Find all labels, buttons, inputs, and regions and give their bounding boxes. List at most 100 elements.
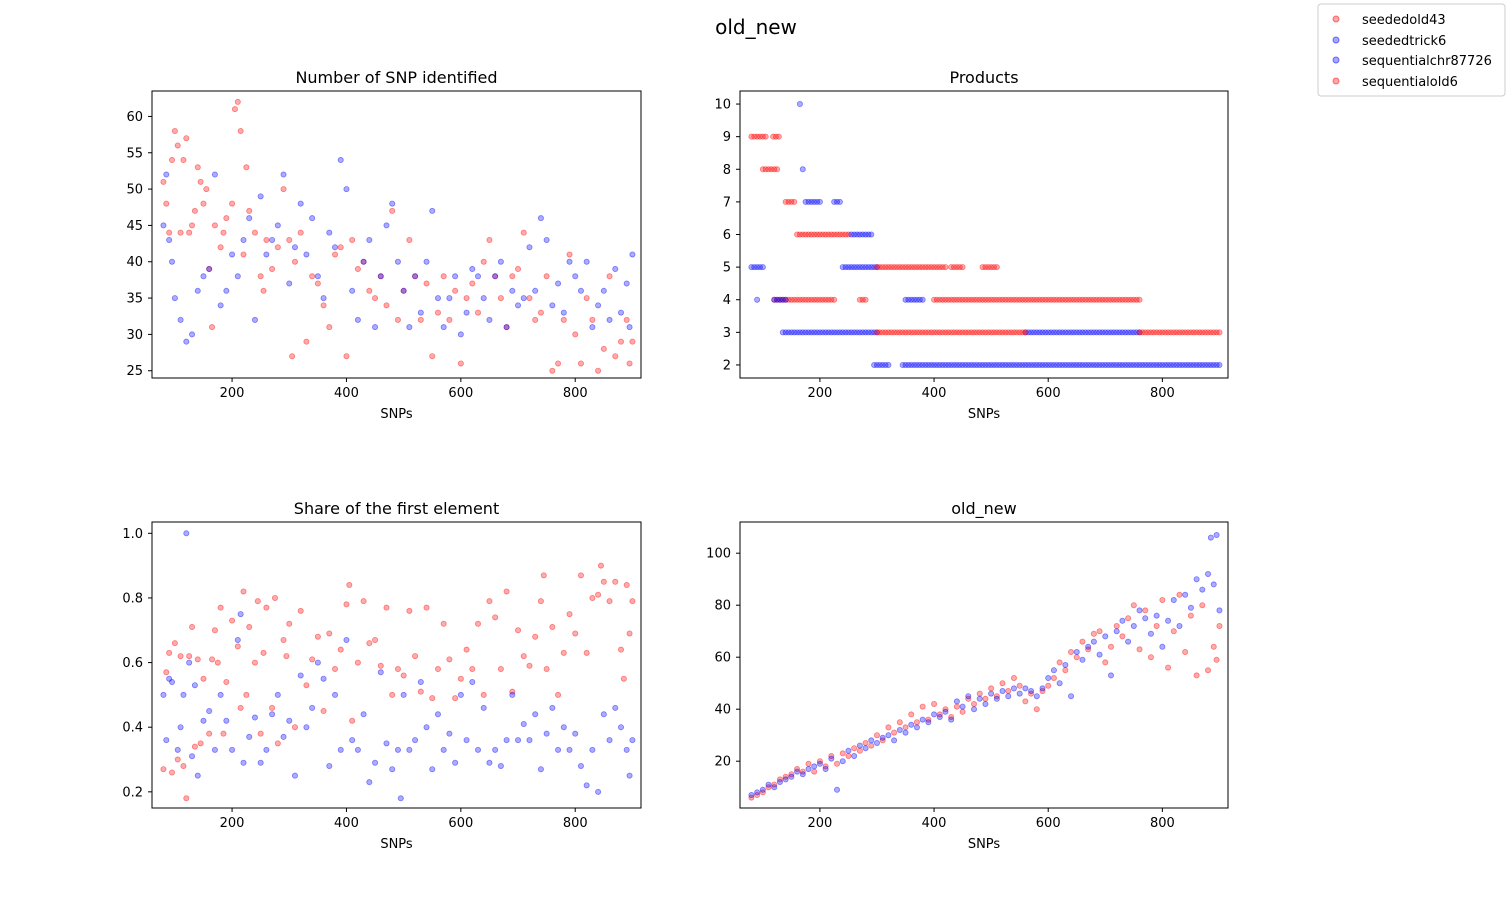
- scatter-point: [1099, 361, 1106, 368]
- scatter-point: [936, 296, 943, 303]
- scatter-point: [589, 316, 596, 323]
- scatter-point: [1107, 643, 1114, 650]
- scatter-point: [836, 329, 843, 336]
- scatter-point: [848, 264, 855, 271]
- scatter-point: [916, 361, 923, 368]
- scatter-point: [911, 361, 918, 368]
- scatter-point: [515, 266, 522, 273]
- scatter-point: [959, 296, 966, 303]
- scatter-point: [805, 766, 812, 773]
- scatter-point: [1090, 296, 1097, 303]
- y-tick-label: 0.4: [122, 721, 143, 736]
- scatter-point: [822, 329, 829, 336]
- scatter-point: [933, 361, 940, 368]
- scatter-point: [1162, 329, 1169, 336]
- scatter-point: [480, 295, 487, 302]
- scatter-point: [1105, 329, 1112, 336]
- scatter-point: [839, 329, 846, 336]
- scatter-point: [271, 594, 278, 601]
- scatter-point: [211, 171, 218, 178]
- scatter-point: [879, 734, 886, 741]
- scatter-point: [1176, 361, 1183, 368]
- scatter-point: [902, 724, 909, 731]
- scatter-point: [257, 193, 264, 200]
- scatter-point: [269, 266, 276, 273]
- scatter-point: [1107, 672, 1114, 679]
- scatter-point: [968, 329, 975, 336]
- scatter-point: [788, 296, 795, 303]
- scatter-point: [320, 708, 327, 715]
- x-tick-label: 400: [922, 816, 947, 831]
- scatter-point: [623, 316, 630, 323]
- scatter-point: [973, 296, 980, 303]
- scatter-point: [979, 296, 986, 303]
- x-axis-label: SNPs: [968, 407, 1001, 422]
- scatter-point: [782, 329, 789, 336]
- scatter-point: [785, 329, 792, 336]
- scatter-point: [320, 302, 327, 309]
- scatter-point: [908, 329, 915, 336]
- scatter-point: [372, 324, 379, 331]
- scatter-point: [497, 295, 504, 302]
- scatter-point: [822, 763, 829, 770]
- scatter-point: [1090, 361, 1097, 368]
- scatter-point: [993, 693, 1000, 700]
- scatter-point: [211, 627, 218, 634]
- scatter-point: [177, 229, 184, 236]
- scatter-point: [163, 737, 170, 744]
- scatter-point: [543, 666, 550, 673]
- scatter-point: [999, 688, 1006, 695]
- scatter-point: [1028, 690, 1035, 697]
- scatter-point: [1079, 361, 1086, 368]
- scatter-point: [873, 361, 880, 368]
- scatter-point: [1013, 296, 1020, 303]
- scatter-point: [211, 746, 218, 753]
- scatter-point: [791, 296, 798, 303]
- scatter-point: [237, 611, 244, 618]
- scatter-point: [771, 296, 778, 303]
- scatter-point: [882, 361, 889, 368]
- scatter-point: [871, 329, 878, 336]
- scatter-point: [951, 329, 958, 336]
- scatter-point: [566, 251, 573, 258]
- scatter-point: [873, 329, 880, 336]
- scatter-point: [1125, 296, 1132, 303]
- scatter-point: [1005, 329, 1012, 336]
- scatter-point: [1010, 296, 1017, 303]
- scatter-point: [246, 733, 253, 740]
- scatter-point: [956, 296, 963, 303]
- scatter-point: [885, 264, 892, 271]
- scatter-point: [828, 755, 835, 762]
- scatter-point: [774, 166, 781, 173]
- scatter-point: [532, 316, 539, 323]
- scatter-point: [1022, 685, 1029, 692]
- scatter-point: [856, 747, 863, 754]
- y-tick-label: 50: [126, 183, 143, 198]
- scatter-point: [626, 772, 633, 779]
- y-tick-label: 8: [723, 163, 731, 178]
- scatter-point: [537, 598, 544, 605]
- scatter-point: [326, 630, 333, 637]
- scatter-point: [956, 329, 963, 336]
- scatter-point: [965, 296, 972, 303]
- scatter-point: [203, 186, 210, 193]
- scatter-point: [770, 133, 777, 140]
- scatter-point: [463, 309, 470, 316]
- y-tick-label: 2: [723, 358, 731, 373]
- scatter-point: [274, 244, 281, 251]
- scatter-point: [811, 768, 818, 775]
- scatter-point: [229, 200, 236, 207]
- scatter-point: [309, 704, 316, 711]
- scatter-point: [366, 640, 373, 647]
- scatter-point: [617, 338, 624, 345]
- axes-frame: [739, 521, 1229, 809]
- scatter-point: [231, 106, 238, 113]
- scatter-point: [237, 704, 244, 711]
- scatter-point: [802, 198, 809, 205]
- scatter-point: [1019, 329, 1026, 336]
- subplot-title: old_new: [951, 499, 1016, 519]
- scatter-point: [354, 316, 361, 323]
- scatter-point: [1110, 329, 1117, 336]
- scatter-point: [1062, 662, 1069, 669]
- scatter-point: [1173, 329, 1180, 336]
